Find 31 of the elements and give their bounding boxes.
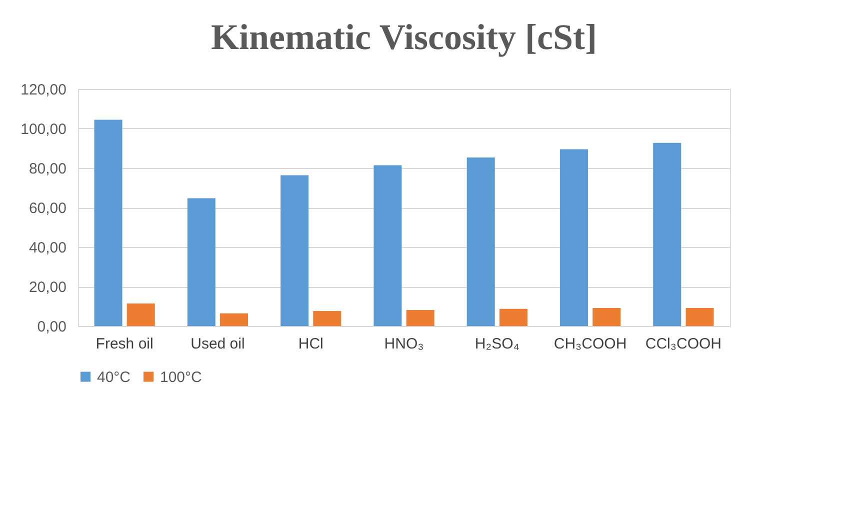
bar	[94, 120, 122, 326]
x-tick-label: HNO₃	[384, 336, 424, 352]
bar	[126, 303, 155, 326]
bar	[653, 142, 682, 326]
y-tick-label: 80,00	[28, 160, 66, 178]
chart-title: Kinematic Viscosity [cSt]	[211, 17, 597, 57]
x-tick-label: CH₃COOH	[554, 336, 627, 352]
y-tick-label: 40,00	[28, 240, 66, 256]
y-tick-label: 100,00	[20, 121, 66, 138]
y-tick-label: 120,00	[20, 82, 66, 98]
y-tick-label: 20,00	[28, 279, 66, 296]
bar	[220, 313, 248, 326]
legend-label: 40°C	[97, 368, 131, 386]
x-tick-label: H₂SO₄	[474, 336, 520, 352]
bar	[592, 308, 621, 326]
x-tick-label: CCl₃COOH	[645, 336, 722, 352]
x-tick-label: Used oil	[190, 336, 245, 352]
bar	[686, 308, 714, 326]
bar	[406, 310, 434, 326]
bar	[560, 149, 588, 326]
bar	[466, 158, 495, 326]
y-tick-label: 60,00	[28, 200, 66, 217]
legend-label: 100°C	[160, 368, 202, 386]
y-tick-label: 0,00	[37, 318, 66, 336]
bar	[280, 175, 309, 326]
bar	[374, 165, 402, 326]
bar	[499, 308, 528, 326]
x-tick-label: Fresh oil	[96, 336, 154, 352]
bar	[313, 310, 342, 326]
bar	[187, 198, 216, 326]
x-tick-label: HCl	[298, 336, 324, 352]
